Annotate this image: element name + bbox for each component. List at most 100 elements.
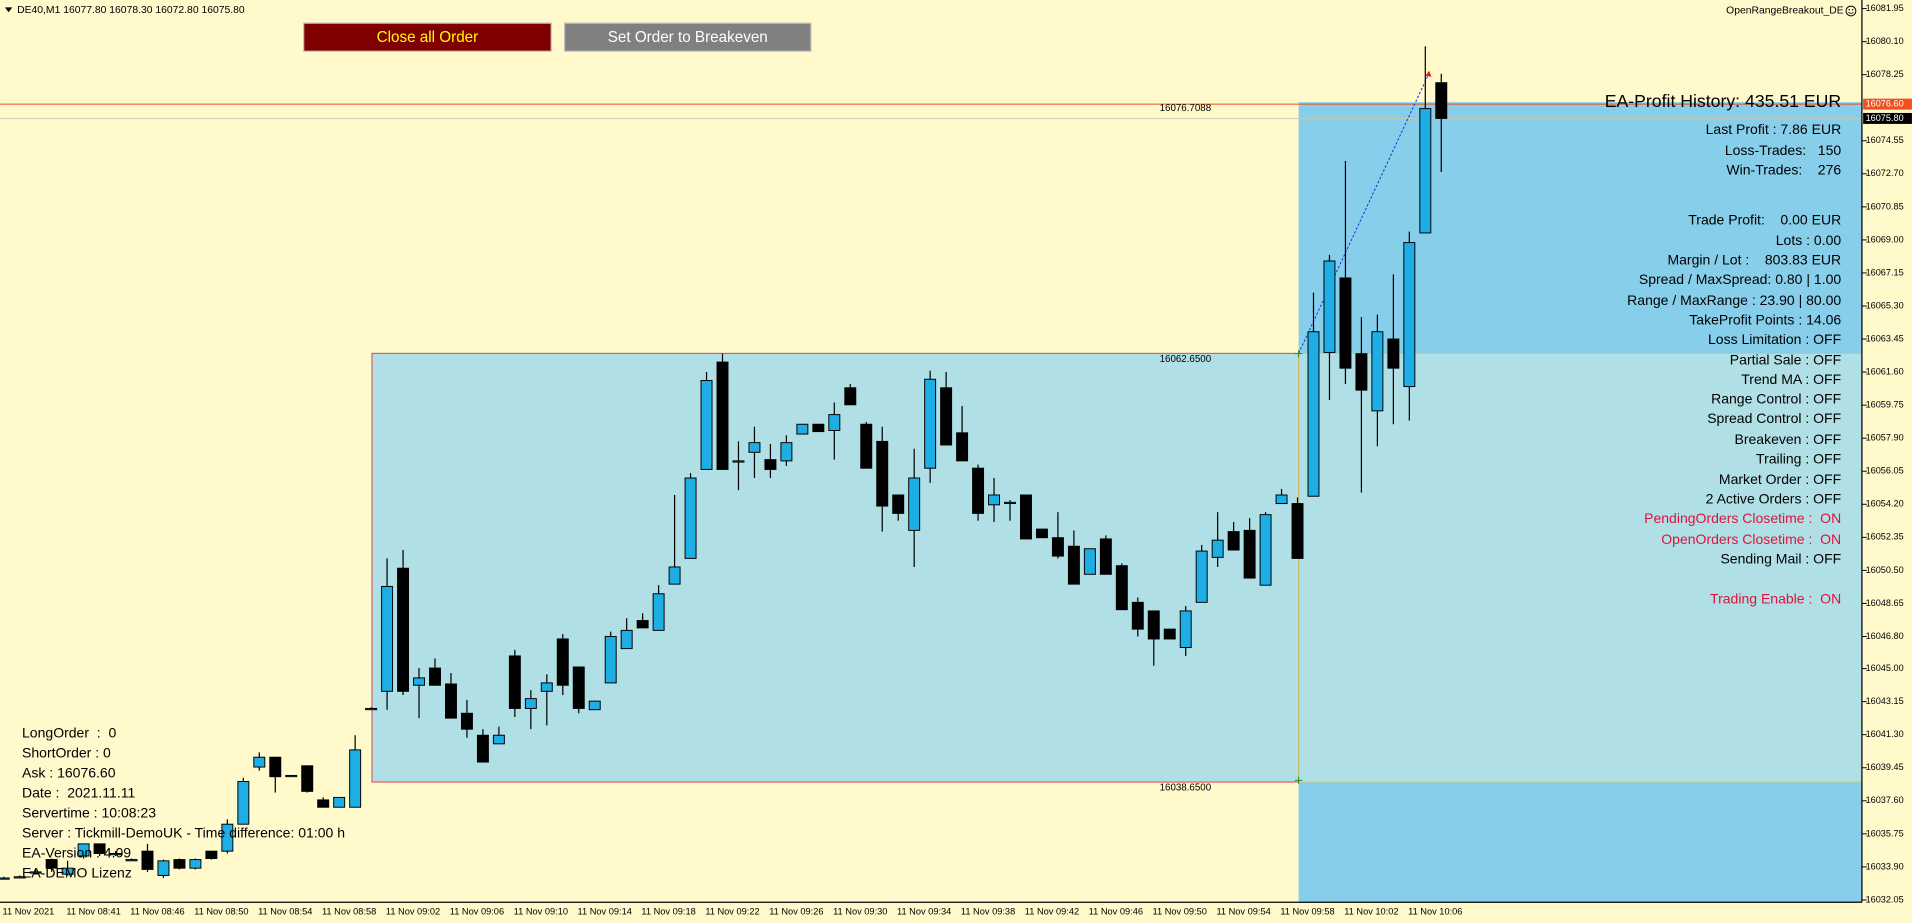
smiley-icon: [1845, 5, 1857, 17]
button[interactable]: Set Order to Breakeven: [563, 22, 812, 52]
candle-body: [1275, 494, 1288, 505]
y-tick-label: 16072.70: [1866, 168, 1904, 178]
candle-body: [1323, 260, 1336, 353]
candle-body: [748, 442, 761, 453]
candle-body: [1371, 331, 1384, 412]
menu-triangle[interactable]: [4, 7, 13, 13]
y-tick-label: 16074.55: [1866, 135, 1904, 145]
entry-marker: [1294, 349, 1303, 785]
candle-body: [1291, 503, 1304, 559]
x-tick-label: 11 Nov 09:10: [514, 906, 568, 916]
candle-body: [860, 423, 873, 469]
x-tick-label: 11 Nov 09:06: [450, 906, 504, 916]
candle-body: [109, 853, 122, 856]
status-line: Trend MA : OFF: [1741, 371, 1841, 387]
candle-body: [1387, 338, 1400, 369]
y-tick-label: 16063.45: [1866, 333, 1904, 343]
candle-body: [1004, 501, 1016, 505]
button[interactable]: Close all Order: [303, 22, 552, 52]
candle-body: [1051, 537, 1064, 557]
candle-body: [1435, 82, 1448, 119]
candle-body: [1403, 242, 1416, 388]
candle-body: [972, 467, 985, 514]
status-line: Trade Profit: 0.00 EUR: [1688, 211, 1841, 227]
x-tick-label: 11 Nov 09:38: [961, 906, 1015, 916]
x-tick-label: 11 Nov 08:58: [322, 906, 376, 916]
trade-arrow: [1425, 70, 1432, 77]
y-tick-label: 16080.10: [1866, 36, 1904, 46]
candle-body: [1419, 108, 1432, 234]
info-line: EA-Version : 4.09: [22, 845, 131, 861]
candle-body: [429, 667, 441, 686]
trade-line: [1298, 72, 1430, 354]
candle-body: [924, 378, 937, 469]
candle-body: [253, 756, 266, 768]
x-tick-label: 11 Nov 08:50: [194, 906, 248, 916]
button-bg[interactable]: [563, 22, 812, 52]
y-tick-label: 16070.85: [1866, 201, 1904, 211]
info-line: Ask : 16076.60: [22, 765, 116, 781]
x-tick-label: 11 Nov 09:46: [1089, 906, 1143, 916]
candle-body: [1020, 494, 1032, 540]
price-tag-label: 16075.80: [1866, 113, 1904, 123]
candle-body: [1115, 565, 1128, 611]
candle-body: [1179, 610, 1192, 649]
candle-body: [0, 877, 10, 880]
candle-body: [173, 859, 186, 869]
y-tick-label: 16043.15: [1866, 696, 1904, 706]
candle-body: [205, 850, 218, 859]
x-tick-label: 11 Nov 09:42: [1025, 906, 1079, 916]
price-tag-label: 16076.60: [1866, 99, 1904, 109]
info-line: EA-DEMO Lizenz: [22, 865, 132, 881]
candle-body: [349, 749, 362, 808]
button-bg[interactable]: [303, 22, 552, 52]
info-line: Server : Tickmill-DemoUK - Time differen…: [22, 825, 345, 841]
candle-body: [476, 734, 489, 763]
candle-body: [61, 867, 74, 875]
candle-body: [269, 756, 282, 778]
candle-body: [1131, 601, 1144, 630]
status-line: Market Order : OFF: [1719, 471, 1841, 487]
candle-body: [1147, 610, 1160, 640]
y-tick-label: 16045.00: [1866, 663, 1904, 673]
price-tag: [1863, 112, 1912, 124]
button-label[interactable]: Set Order to Breakeven: [608, 29, 768, 46]
y-tick-label: 16059.75: [1866, 400, 1904, 410]
status-line: Spread Control : OFF: [1707, 410, 1841, 426]
candle-body: [700, 379, 713, 470]
button-label[interactable]: Close all Order: [377, 29, 479, 46]
y-tick-label: 16067.15: [1866, 267, 1904, 277]
candle-body: [1195, 550, 1208, 603]
candle-body: [892, 494, 905, 514]
y-tick-label: 16057.90: [1866, 433, 1904, 443]
candle-body: [636, 620, 649, 629]
candle-body: [1355, 353, 1368, 391]
level-label: 16062.6500: [1160, 354, 1212, 365]
candle-body: [1259, 514, 1272, 586]
x-tick-label: 11 Nov 09:58: [1280, 906, 1334, 916]
candle-body: [333, 796, 346, 808]
candle-body: [588, 700, 601, 711]
candle-body: [1163, 628, 1176, 640]
info-line: ShortOrder : 0: [22, 745, 111, 761]
y-tick-label: 16054.20: [1866, 499, 1904, 509]
status-line: TakeProfit Points : 14.06: [1689, 311, 1841, 327]
level-label: 16076.7088: [1160, 103, 1212, 114]
status-line: Last Profit : 7.86 EUR: [1706, 121, 1842, 137]
candle-body: [444, 683, 457, 719]
status-line: PendingOrders Closetime : ON: [1644, 510, 1841, 526]
x-tick-label: 11 Nov 08:46: [130, 906, 184, 916]
status-line: Loss Limitation : OFF: [1708, 331, 1841, 347]
price-tag: [1863, 98, 1912, 110]
candle-body: [620, 629, 633, 650]
x-tick-label: 11 Nov 09:18: [641, 906, 695, 916]
y-tick-label: 16061.60: [1866, 367, 1904, 377]
candle-body: [77, 843, 90, 857]
x-tick-label: 11 Nov 10:02: [1344, 906, 1398, 916]
candle-body: [13, 876, 26, 879]
candle-body: [285, 774, 298, 778]
candle-body: [540, 682, 553, 692]
y-tick-label: 16033.90: [1866, 861, 1904, 871]
y-tick-label: 16052.35: [1866, 532, 1904, 542]
candle-body: [381, 585, 394, 692]
